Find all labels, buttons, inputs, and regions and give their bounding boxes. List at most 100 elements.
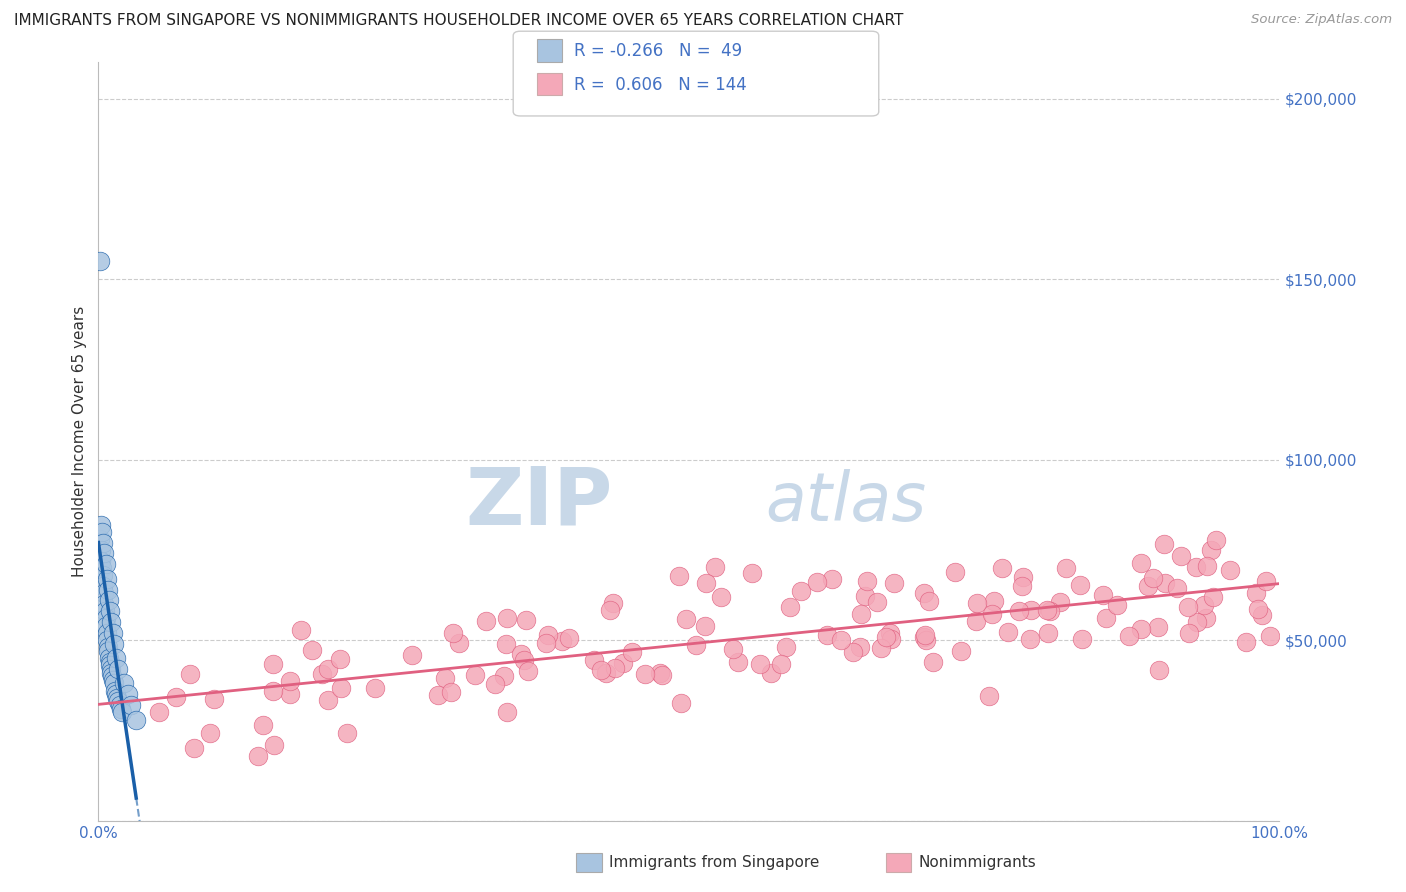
- Point: [93, 597, 115, 611]
- Point: [1199, 543, 1222, 558]
- Point: [1036, 625, 1059, 640]
- Point: [464, 667, 486, 681]
- Point: [252, 718, 274, 732]
- Point: [582, 653, 605, 667]
- Point: [91, 535, 114, 549]
- Point: [434, 671, 457, 685]
- Point: [650, 667, 672, 681]
- Text: R = -0.266   N =  49: R = -0.266 N = 49: [574, 42, 742, 60]
- Point: [1177, 600, 1199, 615]
- Point: [769, 657, 792, 671]
- Point: [105, 651, 128, 665]
- Point: [112, 676, 135, 690]
- Point: [943, 566, 966, 580]
- Point: [648, 666, 671, 681]
- Text: Source: ZipAtlas.com: Source: ZipAtlas.com: [1251, 13, 1392, 27]
- Point: [427, 689, 450, 703]
- Point: [741, 566, 763, 580]
- Point: [496, 611, 519, 625]
- Point: [1118, 629, 1140, 643]
- Point: [495, 636, 517, 650]
- Point: [966, 596, 988, 610]
- Y-axis label: Householder Income Over 65 years: Householder Income Over 65 years: [72, 306, 87, 577]
- Point: [997, 625, 1019, 640]
- Point: [108, 698, 131, 712]
- Point: [1187, 615, 1209, 629]
- Point: [849, 640, 872, 655]
- Point: [693, 619, 716, 633]
- Point: [1071, 632, 1094, 647]
- Point: [440, 685, 463, 699]
- Point: [1258, 629, 1281, 643]
- Point: [1094, 611, 1116, 625]
- Point: [1251, 608, 1274, 623]
- Point: [94, 618, 117, 632]
- Point: [915, 633, 938, 648]
- Point: [495, 705, 517, 719]
- Point: [94, 558, 117, 572]
- Point: [1012, 569, 1035, 583]
- Point: [90, 542, 112, 557]
- Point: [104, 683, 127, 698]
- Text: IMMIGRANTS FROM SINGAPORE VS NONIMMIGRANTS HOUSEHOLDER INCOME OVER 65 YEARS CORR: IMMIGRANTS FROM SINGAPORE VS NONIMMIGRAN…: [14, 13, 904, 29]
- Point: [512, 653, 534, 667]
- Point: [125, 713, 148, 727]
- Point: [949, 644, 972, 658]
- Point: [90, 517, 112, 532]
- Point: [484, 677, 506, 691]
- Text: atlas: atlas: [766, 469, 927, 535]
- Point: [91, 561, 114, 575]
- Point: [965, 614, 987, 628]
- Point: [94, 604, 117, 618]
- Point: [589, 663, 612, 677]
- Point: [1091, 588, 1114, 602]
- Point: [103, 637, 125, 651]
- Point: [1205, 533, 1227, 548]
- Point: [97, 582, 120, 597]
- Point: [595, 665, 617, 680]
- Point: [815, 628, 838, 642]
- Point: [1147, 663, 1170, 677]
- Point: [91, 579, 114, 593]
- Point: [605, 661, 627, 675]
- Point: [107, 662, 129, 676]
- Point: [602, 596, 624, 610]
- Point: [779, 599, 801, 614]
- Point: [685, 638, 707, 652]
- Point: [558, 631, 581, 645]
- Point: [1021, 602, 1043, 616]
- Point: [703, 559, 725, 574]
- Point: [101, 669, 124, 683]
- Point: [668, 568, 690, 582]
- Text: Immigrants from Singapore: Immigrants from Singapore: [609, 855, 820, 870]
- Point: [1234, 634, 1257, 648]
- Point: [879, 632, 901, 646]
- Point: [918, 594, 941, 608]
- Point: [865, 595, 887, 609]
- Point: [1197, 558, 1219, 573]
- Point: [1201, 590, 1223, 604]
- Point: [98, 658, 121, 673]
- Point: [912, 631, 935, 645]
- Point: [723, 642, 745, 657]
- Point: [330, 681, 353, 695]
- Point: [853, 589, 876, 603]
- Point: [202, 692, 225, 706]
- Point: [148, 705, 170, 719]
- Point: [89, 532, 111, 546]
- Point: [262, 684, 284, 698]
- Point: [912, 586, 935, 600]
- Point: [336, 726, 359, 740]
- Point: [91, 524, 114, 539]
- Point: [98, 593, 121, 607]
- Point: [516, 664, 538, 678]
- Point: [1136, 579, 1159, 593]
- Point: [1166, 581, 1188, 595]
- Point: [1019, 632, 1042, 646]
- Point: [830, 633, 852, 648]
- Point: [1194, 599, 1216, 613]
- Point: [1244, 585, 1267, 599]
- Point: [620, 645, 643, 659]
- Point: [278, 674, 301, 689]
- Point: [110, 702, 132, 716]
